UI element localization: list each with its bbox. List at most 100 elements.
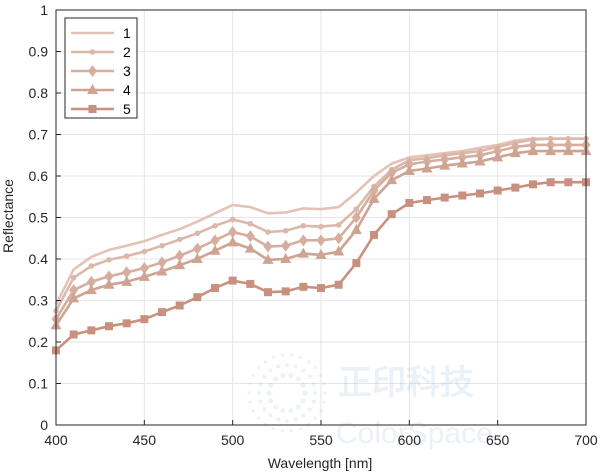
series-3-point	[404, 158, 414, 171]
legend-item-5: 5	[71, 101, 131, 117]
x-tick-label: 600	[398, 432, 422, 448]
series-layer	[50, 135, 592, 355]
legend-item-4: 4	[71, 82, 131, 98]
watermark-dot	[301, 413, 306, 418]
series-4	[50, 145, 592, 330]
x-axis: 400 450 500 550 600 650 700	[44, 420, 598, 448]
series-4-point	[439, 159, 451, 170]
series-3-point	[157, 256, 167, 269]
series-5-point	[370, 230, 378, 239]
y-tick-label: 1	[40, 2, 48, 18]
watermark-cn-text: 正印科技	[338, 364, 474, 402]
watermark: 正印科技 ColorSpace	[247, 353, 493, 450]
series-2-point	[318, 223, 324, 230]
series-5-point	[546, 178, 555, 187]
series-5-point	[564, 178, 573, 187]
watermark-dot	[258, 399, 263, 404]
series-2-point	[247, 220, 254, 227]
watermark-dot	[322, 400, 326, 404]
watermark-dot	[268, 398, 274, 404]
watermark-dot	[280, 407, 286, 414]
series-5-point	[158, 308, 166, 317]
series-3-point	[510, 140, 520, 153]
series-3-point	[86, 275, 96, 288]
watermark-en-text: ColorSpace	[336, 417, 493, 450]
series-3-point	[563, 138, 573, 151]
watermark-dot	[271, 426, 276, 431]
watermark-dot	[280, 372, 286, 379]
series-5-point	[281, 287, 290, 296]
series-5-point	[175, 301, 184, 310]
series-3-point	[457, 151, 467, 164]
series-2-point	[70, 274, 77, 281]
series-4-point	[386, 174, 398, 185]
y-tick-label: 0.1	[29, 376, 49, 392]
series-4-point	[509, 147, 521, 158]
series-2-point	[176, 236, 183, 243]
y-tick-label: 0.4	[29, 251, 49, 267]
series-3-point	[263, 240, 273, 253]
series-5-point	[299, 282, 308, 291]
y-tick-label: 0.3	[29, 293, 49, 309]
x-tick-label: 550	[309, 432, 333, 448]
y-axis: 0 0.1 0.2 0.3 0.4 0.5 0.6 0.7 0.8 0.9 1	[29, 2, 61, 433]
watermark-dot	[298, 355, 303, 360]
series-4-point	[492, 151, 504, 162]
x-tick-label: 400	[44, 432, 68, 448]
series-2-point	[194, 230, 201, 237]
watermark-dot	[276, 417, 281, 422]
legend-swatch-marker	[88, 105, 97, 113]
series-4-point	[368, 192, 380, 203]
legend-swatch-marker	[87, 84, 98, 94]
series-5-point	[511, 183, 520, 192]
watermark-dot	[322, 382, 326, 386]
series-5-point	[140, 315, 149, 324]
series-5-point	[122, 319, 131, 328]
watermark-dot	[313, 366, 318, 370]
series-5-point	[476, 189, 484, 198]
watermark-dot	[306, 360, 311, 364]
watermark-dot	[300, 382, 306, 388]
series-5-point	[405, 198, 414, 207]
series-2-point	[88, 263, 95, 269]
watermark-dot	[271, 355, 276, 360]
series-3-point	[192, 242, 202, 255]
series-3-point	[351, 211, 361, 224]
y-tick-label: 0.8	[29, 85, 49, 101]
legend: 1 2 3 4 5	[64, 17, 138, 119]
watermark-dot	[256, 390, 262, 396]
watermark-dot	[273, 404, 279, 410]
series-3-point	[387, 166, 397, 179]
watermark-dot	[302, 390, 308, 396]
series-3-point	[369, 184, 379, 197]
series-3-point	[210, 234, 220, 247]
watermark-dot	[262, 407, 267, 412]
series-2-point	[106, 257, 112, 263]
watermark-dot	[284, 362, 290, 368]
y-tick-label: 0	[40, 417, 48, 433]
series-2-point	[265, 229, 271, 235]
watermark-dot	[280, 353, 285, 357]
series-4-point	[315, 248, 327, 259]
series-5-point	[387, 210, 396, 219]
series-3-point	[298, 234, 308, 247]
y-tick-label: 0.9	[29, 44, 49, 60]
legend-swatch-marker	[88, 65, 97, 77]
watermark-dot	[295, 376, 301, 382]
legend-swatch-marker	[89, 49, 96, 55]
series-4-point	[474, 155, 486, 166]
series-2-point	[565, 135, 572, 142]
watermark-dot	[298, 426, 303, 431]
series-5	[52, 178, 590, 355]
x-tick-label: 450	[133, 432, 157, 448]
watermark-dot	[307, 407, 312, 412]
series-3-point	[422, 155, 432, 168]
watermark-dot	[319, 409, 323, 413]
series-5-point	[69, 330, 78, 339]
series-4-point	[174, 259, 186, 270]
series-2-point	[335, 222, 342, 228]
watermark-dot	[248, 382, 252, 386]
y-tick-label: 0.7	[29, 127, 49, 143]
series-4-point	[350, 223, 362, 234]
